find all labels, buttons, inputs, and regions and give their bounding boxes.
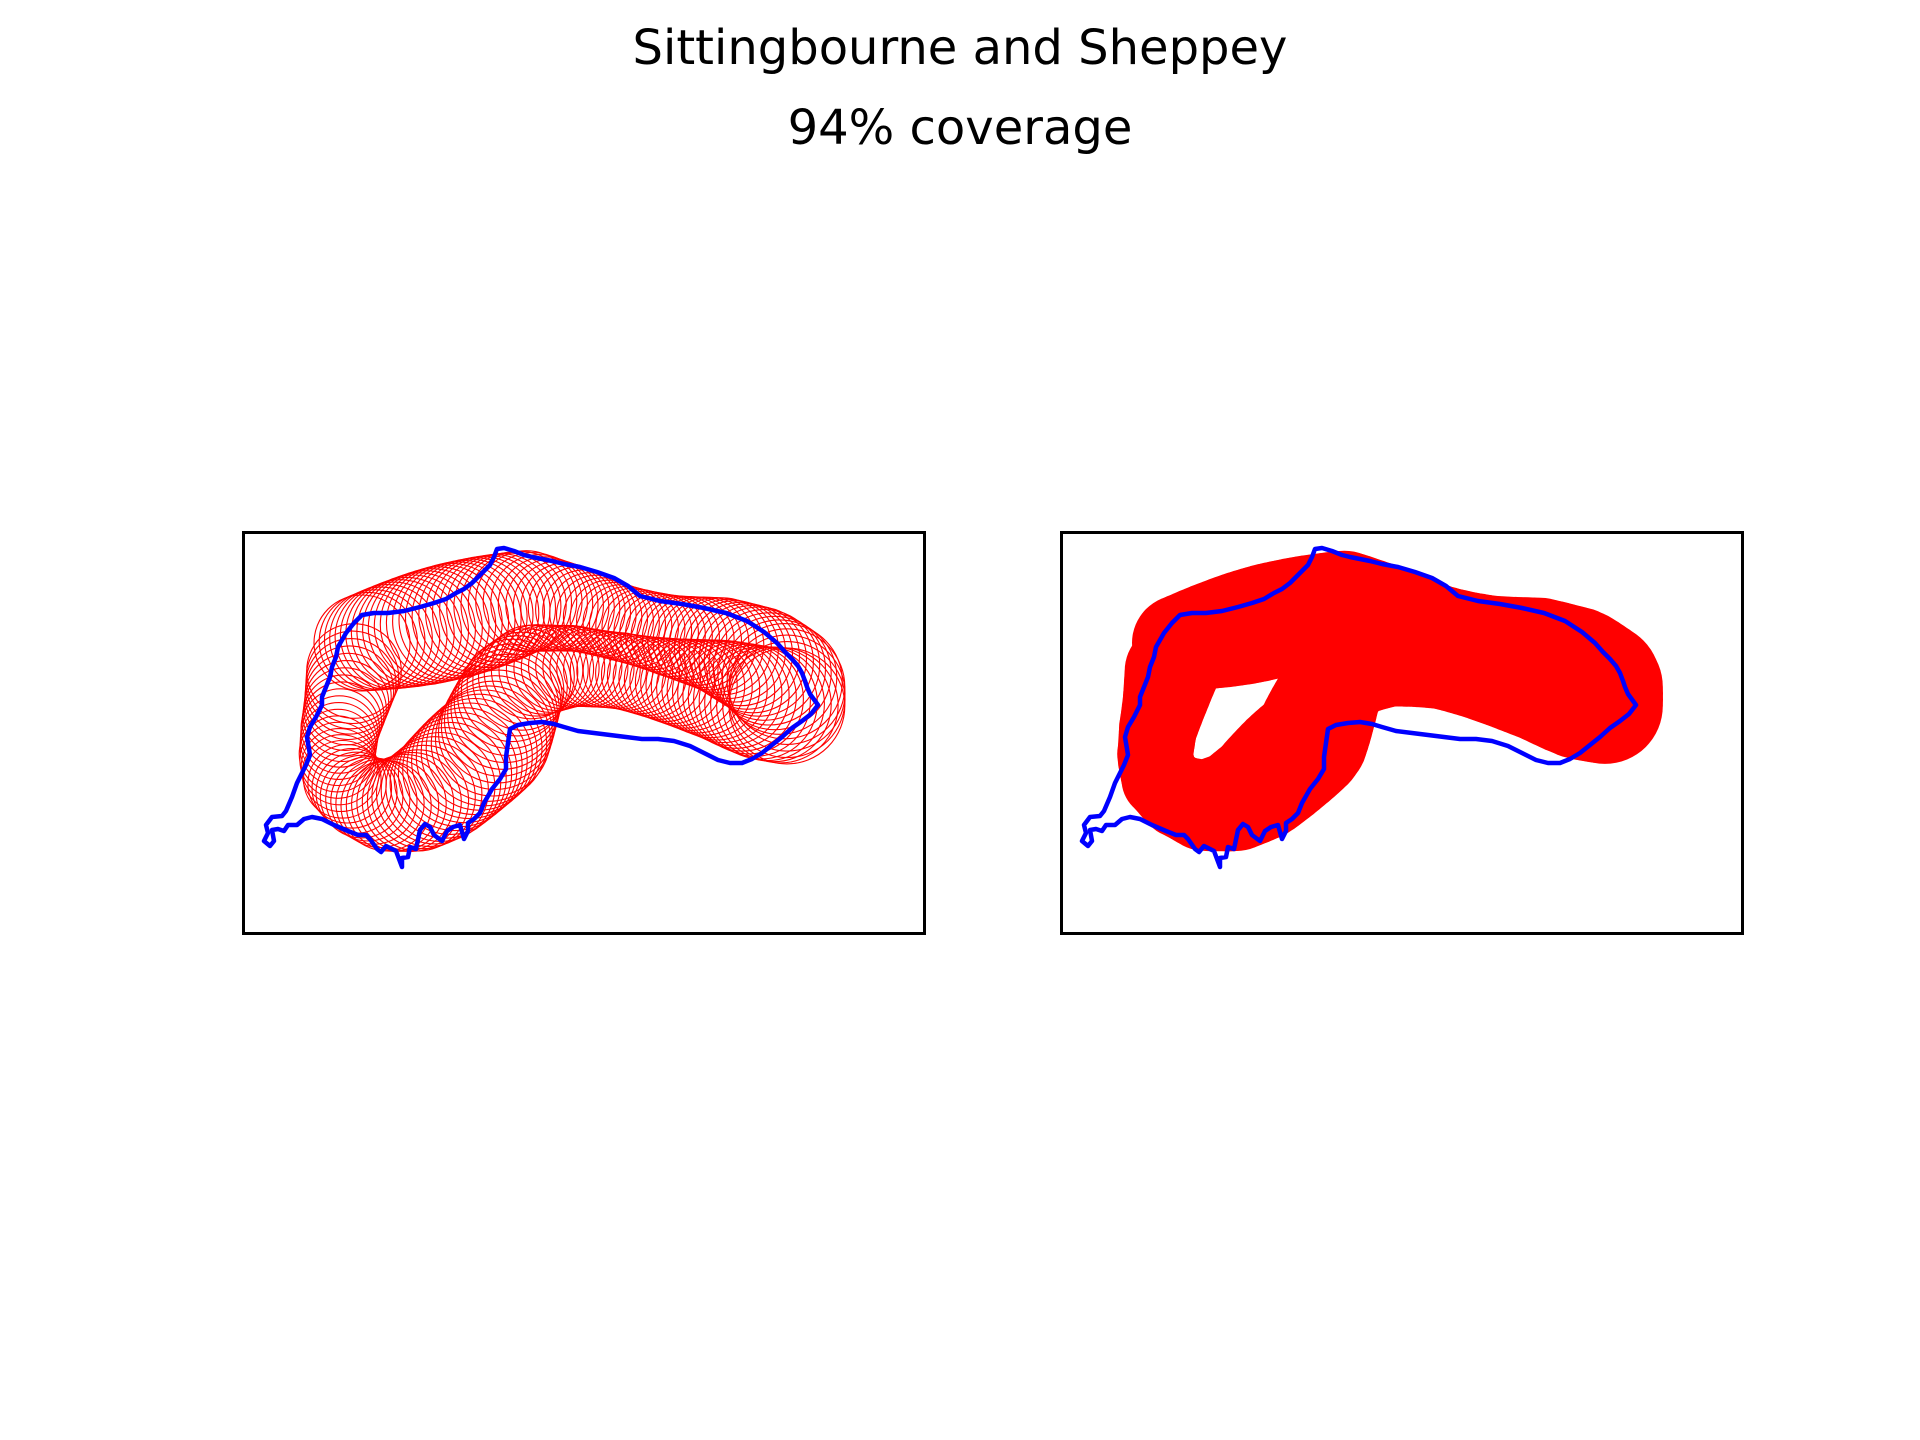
coverage-circle (447, 658, 559, 770)
coverage-circle (411, 702, 528, 820)
coverage-circle (304, 652, 392, 741)
figure-title: Sittingbourne and Sheppey (632, 20, 1288, 76)
coverage-circle (305, 638, 397, 730)
coverage-circle (549, 572, 632, 655)
coverage-circle (717, 615, 832, 731)
constituency-boundary (1079, 545, 1639, 870)
coverage-circle (325, 756, 411, 842)
coverage-circle (371, 744, 476, 850)
coverage-circle (339, 581, 448, 690)
coverage-circle (319, 754, 404, 839)
coverage-circle (698, 604, 808, 714)
coverage-circles-outline (298, 550, 846, 852)
coverage-circle (636, 595, 720, 680)
map-panel-circle-outlines (242, 531, 926, 935)
coverage-circle (708, 608, 821, 721)
coverage-area-filled (1117, 550, 1663, 852)
coverage-circle (300, 688, 380, 768)
coverage-circle (302, 674, 385, 757)
coverage-circle (380, 736, 489, 845)
coverage-circle (618, 637, 702, 720)
coverage-circle (466, 635, 568, 737)
coverage-circle (475, 550, 578, 653)
coverage-circle (304, 645, 395, 735)
coverage-circle (301, 681, 383, 763)
map-panel-filled-coverage (1060, 531, 1744, 935)
coverage-circle (375, 740, 483, 847)
coverage-circle (434, 680, 551, 797)
coverage-circle (305, 630, 400, 725)
panel-frame (242, 531, 926, 935)
coverage-circle (430, 685, 548, 802)
coverage-circle (498, 624, 589, 715)
constituency-boundary (261, 545, 821, 870)
coverage-circle (472, 631, 572, 731)
panel-frame (1060, 531, 1744, 935)
coverage-subtitle: 94% coverage (787, 100, 1133, 156)
coverage-circle (1124, 623, 1220, 719)
coverage-circle (415, 697, 533, 816)
coverage-circle (588, 633, 667, 711)
coverage-circle (350, 576, 462, 688)
coverage-circle (397, 716, 513, 832)
